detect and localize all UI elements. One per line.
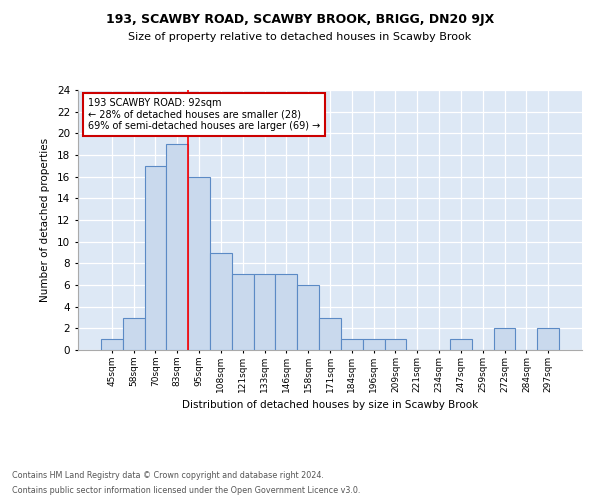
Bar: [210, 252, 232, 350]
Bar: [232, 274, 254, 350]
Bar: [123, 318, 145, 350]
Bar: [363, 339, 385, 350]
Y-axis label: Number of detached properties: Number of detached properties: [40, 138, 50, 302]
Bar: [341, 339, 363, 350]
Text: 193 SCAWBY ROAD: 92sqm
← 28% of detached houses are smaller (28)
69% of semi-det: 193 SCAWBY ROAD: 92sqm ← 28% of detached…: [88, 98, 320, 131]
Bar: [494, 328, 515, 350]
Bar: [101, 339, 123, 350]
Text: Contains public sector information licensed under the Open Government Licence v3: Contains public sector information licen…: [12, 486, 361, 495]
Bar: [297, 285, 319, 350]
Bar: [145, 166, 166, 350]
Bar: [450, 339, 472, 350]
Text: Contains HM Land Registry data © Crown copyright and database right 2024.: Contains HM Land Registry data © Crown c…: [12, 471, 324, 480]
Text: Size of property relative to detached houses in Scawby Brook: Size of property relative to detached ho…: [128, 32, 472, 42]
Bar: [537, 328, 559, 350]
Bar: [275, 274, 297, 350]
Text: 193, SCAWBY ROAD, SCAWBY BROOK, BRIGG, DN20 9JX: 193, SCAWBY ROAD, SCAWBY BROOK, BRIGG, D…: [106, 12, 494, 26]
Bar: [166, 144, 188, 350]
Bar: [319, 318, 341, 350]
Bar: [254, 274, 275, 350]
Bar: [188, 176, 210, 350]
X-axis label: Distribution of detached houses by size in Scawby Brook: Distribution of detached houses by size …: [182, 400, 478, 410]
Bar: [385, 339, 406, 350]
